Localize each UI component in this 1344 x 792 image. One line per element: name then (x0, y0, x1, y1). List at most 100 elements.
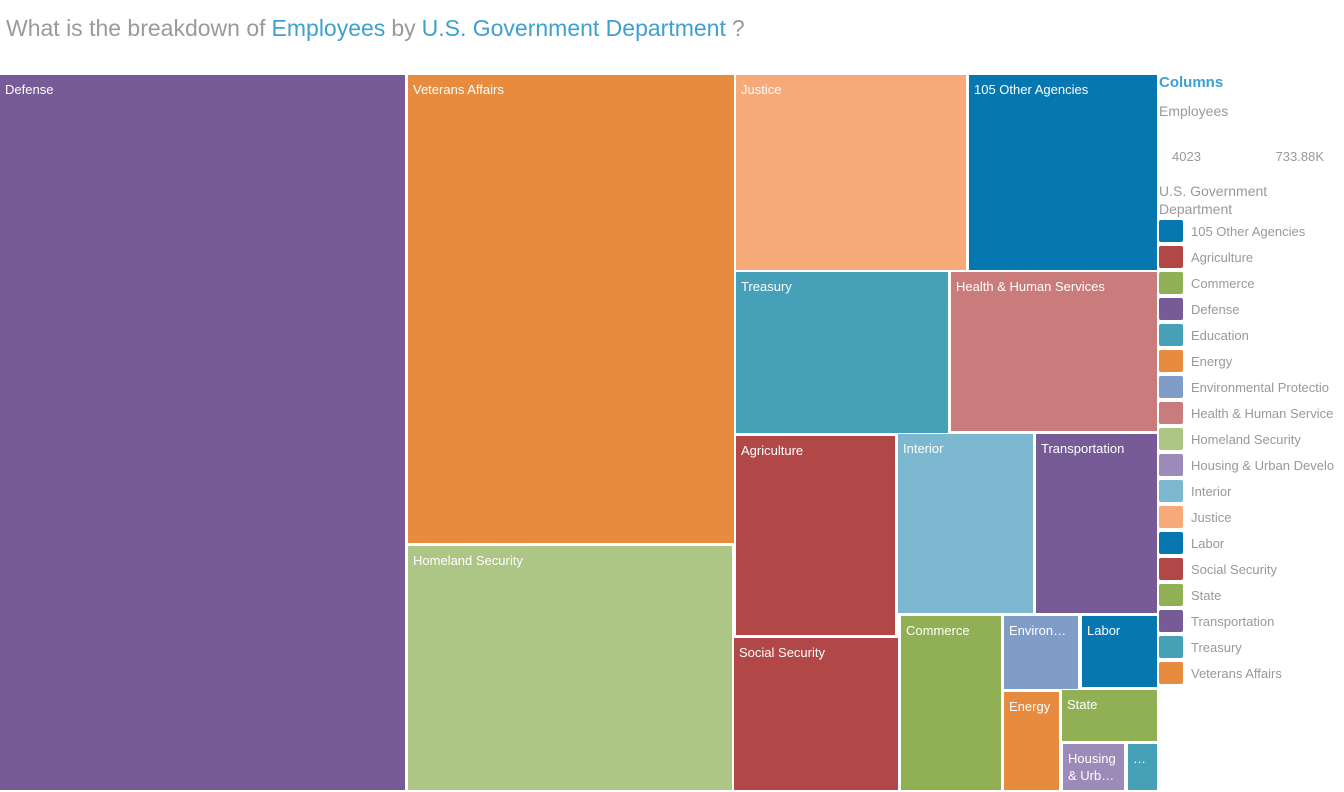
treemap-cell[interactable]: Justice (736, 75, 966, 270)
legend-label: State (1191, 587, 1222, 603)
treemap-cell[interactable]: State (1062, 690, 1157, 741)
treemap-cell[interactable]: Social Security (734, 638, 898, 790)
legend-item[interactable]: Environmental Protectio (1159, 374, 1344, 400)
cell-label: Transportation (1041, 441, 1125, 456)
legend-swatch (1159, 246, 1183, 268)
legend-measure-label: Employees (1159, 103, 1229, 119)
legend-swatch (1159, 480, 1183, 502)
legend-item[interactable]: Energy (1159, 348, 1344, 374)
cell-label: Homeland Security (413, 553, 523, 568)
legend-item[interactable]: Agriculture (1159, 244, 1344, 270)
legend-swatch (1159, 298, 1183, 320)
legend-item[interactable]: State (1159, 582, 1344, 608)
legend-swatch (1159, 662, 1183, 684)
legend-items: 105 Other Agencies Agriculture Commerce Def… (1159, 218, 1344, 686)
legend-swatch (1159, 428, 1183, 450)
cell-label: Commerce (906, 623, 970, 638)
cell-label: Social Security (739, 645, 825, 660)
treemap-cell[interactable]: Environ… (1004, 616, 1078, 689)
treemap-cell[interactable]: Commerce (901, 616, 1001, 790)
treemap-cell[interactable]: Defense (0, 75, 405, 790)
legend-label: Agriculture (1191, 249, 1254, 265)
cell-label: … (1133, 751, 1146, 766)
legend-label: Health & Human Service (1191, 405, 1334, 421)
treemap-cell[interactable]: Health & Human Services (951, 272, 1157, 431)
legend-item[interactable]: Education (1159, 322, 1344, 348)
treemap-cell[interactable]: Labor (1082, 616, 1157, 687)
treemap-cell[interactable]: 105 Other Agencies (969, 75, 1157, 270)
legend-item[interactable]: Justice (1159, 504, 1344, 530)
cell-label: Health & Human Services (956, 279, 1105, 294)
legend-item[interactable]: 105 Other Agencies (1159, 218, 1344, 244)
legend-swatch (1159, 402, 1183, 424)
legend-swatch (1159, 454, 1183, 476)
dimension-selector[interactable]: U.S. Government Department (421, 15, 726, 41)
legend-item[interactable]: Defense (1159, 296, 1344, 322)
legend-item[interactable]: Homeland Security (1159, 426, 1344, 452)
legend-label: Housing & Urban Develo (1191, 457, 1335, 473)
cell-label: Agriculture (741, 443, 804, 458)
legend-swatch (1159, 636, 1183, 658)
legend-swatch (1159, 324, 1183, 346)
legend-heading[interactable]: Columns (1159, 74, 1224, 91)
treemap-cell[interactable]: Interior (898, 434, 1033, 613)
cell-label: State (1067, 697, 1098, 712)
legend-item[interactable]: Commerce (1159, 270, 1344, 296)
legend-swatch (1159, 532, 1183, 554)
treemap-cell[interactable]: Energy (1004, 692, 1059, 790)
legend-label: Treasury (1191, 639, 1242, 655)
legend-label: Defense (1191, 301, 1240, 317)
title-by: by (391, 15, 416, 41)
legend-label: Environmental Protectio (1191, 379, 1330, 395)
legend-label: 105 Other Agencies (1191, 223, 1306, 239)
treemap-cell[interactable]: Transportation (1036, 434, 1157, 613)
legend: Columns Employees 4023 733.88K U.S. Gove… (1159, 74, 1344, 686)
legend-item[interactable]: Treasury (1159, 634, 1344, 660)
legend-label: Education (1191, 327, 1249, 343)
legend-swatch (1159, 558, 1183, 580)
legend-item[interactable]: Health & Human Service (1159, 400, 1344, 426)
cell-label: Treasury (741, 279, 792, 294)
legend-item[interactable]: Social Security (1159, 556, 1344, 582)
cell-label: Labor (1087, 623, 1121, 638)
treemap-cell[interactable]: Housing & Urb… (1063, 744, 1124, 790)
legend-item[interactable]: Transportation (1159, 608, 1344, 634)
cell-label: Veterans Affairs (413, 82, 504, 97)
legend-swatch (1159, 220, 1183, 242)
treemap-cell[interactable]: Veterans Affairs (408, 75, 734, 543)
treemap-cell[interactable]: … (1128, 744, 1157, 790)
title-prefix: What is the breakdown of (6, 15, 266, 41)
cell-label: Energy (1009, 699, 1051, 714)
legend-min: 4023 (1172, 149, 1201, 164)
legend-label: Transportation (1191, 613, 1275, 629)
legend-swatch (1159, 610, 1183, 632)
measure-selector[interactable]: Employees (271, 15, 386, 41)
legend-item[interactable]: Veterans Affairs (1159, 660, 1344, 686)
legend-item[interactable]: Interior (1159, 478, 1344, 504)
legend-item[interactable]: Housing & Urban Develo (1159, 452, 1344, 478)
legend-swatch (1159, 584, 1183, 606)
title-suffix: ? (731, 15, 745, 41)
cell-label: Interior (903, 441, 944, 456)
legend-swatch (1159, 506, 1183, 528)
legend-label: Commerce (1191, 275, 1255, 291)
treemap-cell[interactable]: Agriculture (736, 436, 895, 635)
legend-label: Veterans Affairs (1191, 665, 1282, 681)
treemap-cell[interactable]: Treasury (736, 272, 948, 433)
cell-label: Defense (5, 82, 54, 97)
legend-swatch (1159, 350, 1183, 372)
legend-label: Interior (1191, 483, 1232, 499)
legend-label: Homeland Security (1191, 431, 1301, 447)
cell-label: Justice (741, 82, 782, 97)
legend-swatch (1159, 272, 1183, 294)
legend-swatch (1159, 376, 1183, 398)
legend-label: Energy (1191, 353, 1233, 369)
page-title: What is the breakdown of Employees by U.S. … (6, 15, 745, 42)
legend-label: Social Security (1191, 561, 1277, 577)
cell-label: Environ… (1009, 623, 1067, 638)
cell-label: 105 Other Agencies (974, 82, 1089, 97)
legend-item[interactable]: Labor (1159, 530, 1344, 556)
treemap-cell[interactable]: Homeland Security (408, 546, 732, 790)
legend-label: Justice (1191, 509, 1232, 525)
